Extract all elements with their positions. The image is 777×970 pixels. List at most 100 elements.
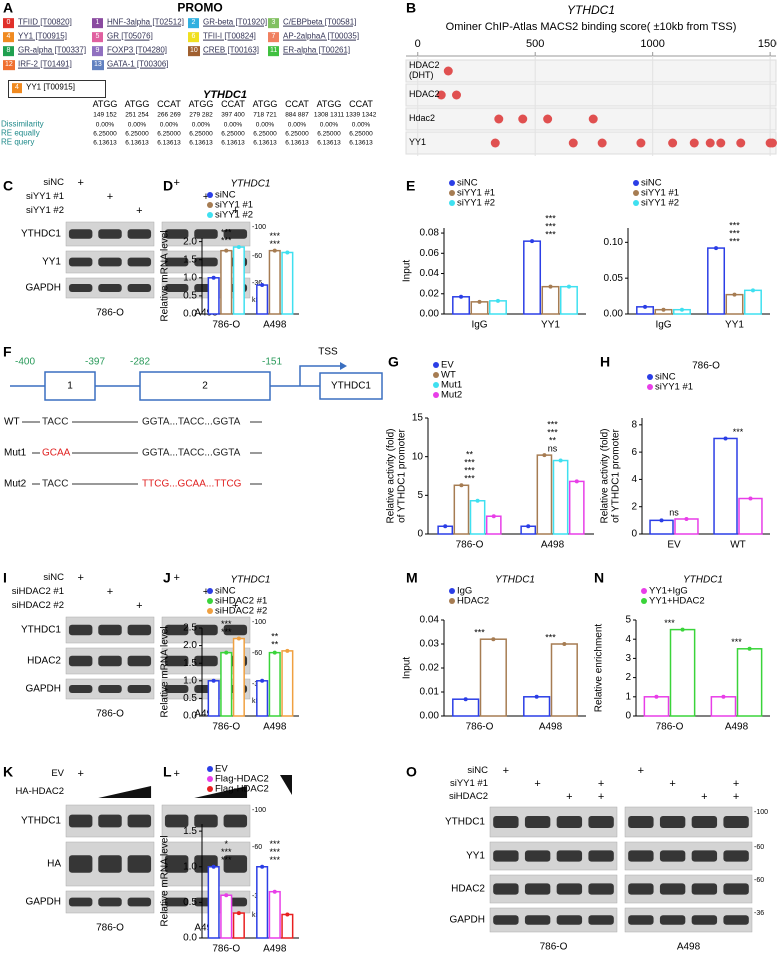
cell-line-label: A498 [194,922,218,934]
bar-dot [526,524,531,529]
condition-mark: + [232,599,239,612]
bar [674,518,699,535]
condition-mark: + [701,790,708,803]
bar [523,240,542,315]
y-axis-label: Relative activity (fold) [386,428,397,523]
blot-band [68,624,93,636]
chart-title: YTHDC1 [683,575,723,586]
bar [232,912,245,939]
significance: *** [221,235,232,245]
bar-dot [732,292,737,297]
panel-letter: M [406,569,418,586]
bar [568,480,585,535]
blot-band [223,624,248,636]
y-tick-label: 0.08 [420,228,440,239]
condition-label: siNC [467,764,488,776]
x-tick-label: YY1 [725,320,744,331]
row-value: 6.25000 [189,130,213,138]
blot-band [556,816,583,828]
condition-mark: + [77,767,84,780]
point [689,138,699,148]
significance: *** [729,228,740,238]
x-tick-label: 786-O [212,944,240,955]
panel-letter: A [3,0,14,16]
panel-letter: O [406,763,417,780]
bar [232,246,245,315]
sequence-position: 279 282 [189,111,213,119]
legend-swatch [633,190,639,196]
sequence-part: GCAA [42,447,71,459]
significance: *** [733,427,744,437]
condition-mark: + [597,777,605,790]
significance: *** [545,230,556,240]
y-tick-label: 10 [412,451,424,462]
blot-band [588,915,614,925]
blot-band [127,855,152,873]
factor-number: 8 [3,46,14,56]
bar [536,454,553,535]
row-value: 6.25000 [93,130,117,138]
selected-name: YY1 [T00915] [26,82,75,92]
mw-label: -60 [754,877,765,885]
condition-mark: + [106,190,114,203]
significance: *** [269,855,280,865]
blot-band [98,257,122,267]
bar-dot [680,627,685,632]
point [668,138,678,148]
bar-dot [211,864,216,869]
x-tick-label: A498 [263,944,287,955]
bar-chart: 0 2 4 6 8 786-O Relative activity (fold) of YTH… [600,361,770,551]
condition-mark: + [77,571,84,584]
row-value: 6.25000 [285,130,309,138]
legend-label: YY1+HDAC2 [649,596,705,607]
blot-band [223,814,248,828]
significance: *** [221,619,232,629]
legend-label: siYY1 #1 [655,382,693,393]
dose-wedge [194,786,248,798]
legend-label: YY1+IgG [649,586,688,597]
y-tick-label: 0.05 [604,273,624,284]
condition-label: siNC [43,176,64,188]
condition-label: siHDAC2 #2 [11,599,64,611]
x-tick-label: 1000 [640,38,664,50]
significance: *** [221,227,232,237]
significance: ns [548,443,558,453]
row-value: 0.00% [223,121,243,129]
blot-band [98,685,122,693]
promo-title: PROMO [177,0,223,15]
bar-dot [285,912,290,917]
bar [523,696,551,717]
y-tick-label: 2 [631,501,637,512]
bar-dot [236,245,241,250]
point [568,138,578,148]
significance: * [224,839,228,849]
sequence-position: 718 721 [253,111,277,119]
sequence-part: GGTA...TACC...GGTA [142,416,241,428]
condition-label: siYY1 #1 [25,190,64,202]
legend-label: siYY1 #1 [215,200,253,211]
blot-band [723,915,749,925]
bar-dot [558,458,563,463]
gene-box [319,372,383,400]
row-value: 6.25000 [253,130,277,138]
bar-dot [723,436,728,441]
blot-band [164,655,189,667]
protein-label: GAPDH [25,896,61,908]
bar-dot [534,694,539,699]
bar [485,515,502,535]
bar-dot [659,518,664,523]
legend-label: siYY1 #1 [457,188,495,199]
protein-label: YY1 [42,256,61,268]
factor-number: 0 [3,18,14,28]
factor-name: IRF-2 [T01491] [18,59,72,69]
cell-line-label: 786-O [96,307,124,319]
bar [207,277,220,315]
bar [743,289,762,315]
bar-chart: 0 5 10 15 Relative activity (fold) of YTHDC1 … [386,360,594,551]
bar-chart: 0.00 0.01 0.02 0.03 0.04 YTHDC1 Input 786-O *** A… [402,575,586,733]
mw-label: -100 [252,619,267,627]
blot-band [127,655,152,667]
blot-band [659,816,686,828]
bar-dot [684,516,689,521]
